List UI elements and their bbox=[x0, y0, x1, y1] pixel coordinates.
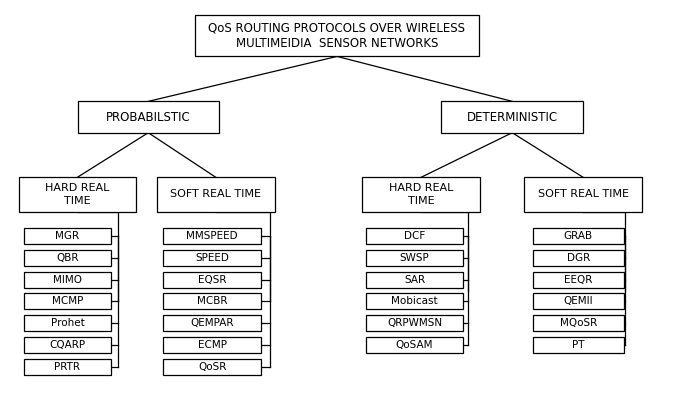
Text: PROBABILSTIC: PROBABILSTIC bbox=[106, 110, 191, 124]
Text: Prohet: Prohet bbox=[51, 318, 84, 328]
FancyBboxPatch shape bbox=[24, 337, 111, 353]
FancyBboxPatch shape bbox=[363, 177, 480, 212]
Text: CQARP: CQARP bbox=[49, 340, 86, 350]
Text: SOFT REAL TIME: SOFT REAL TIME bbox=[170, 189, 262, 199]
FancyBboxPatch shape bbox=[157, 177, 275, 212]
FancyBboxPatch shape bbox=[365, 250, 464, 266]
Text: QoSAM: QoSAM bbox=[396, 340, 433, 350]
Text: GRAB: GRAB bbox=[563, 231, 593, 241]
Text: ECMP: ECMP bbox=[197, 340, 227, 350]
FancyBboxPatch shape bbox=[365, 293, 464, 309]
Text: MCMP: MCMP bbox=[52, 296, 83, 306]
FancyBboxPatch shape bbox=[365, 228, 464, 244]
FancyBboxPatch shape bbox=[533, 228, 624, 244]
FancyBboxPatch shape bbox=[19, 177, 137, 212]
FancyBboxPatch shape bbox=[441, 102, 583, 133]
Text: MQoSR: MQoSR bbox=[559, 318, 597, 328]
FancyBboxPatch shape bbox=[365, 337, 464, 353]
Text: SWSP: SWSP bbox=[400, 253, 429, 263]
Text: DCF: DCF bbox=[404, 231, 425, 241]
FancyBboxPatch shape bbox=[163, 228, 261, 244]
FancyBboxPatch shape bbox=[533, 293, 624, 309]
Text: QBR: QBR bbox=[56, 253, 79, 263]
Text: PRTR: PRTR bbox=[55, 362, 80, 372]
FancyBboxPatch shape bbox=[163, 359, 261, 375]
FancyBboxPatch shape bbox=[78, 102, 219, 133]
Text: HARD REAL
TIME: HARD REAL TIME bbox=[45, 183, 110, 206]
Text: DETERMINISTIC: DETERMINISTIC bbox=[466, 110, 558, 124]
Text: SPEED: SPEED bbox=[195, 253, 229, 263]
FancyBboxPatch shape bbox=[24, 228, 111, 244]
Text: QRPWMSN: QRPWMSN bbox=[387, 318, 442, 328]
FancyBboxPatch shape bbox=[533, 315, 624, 331]
Text: MGR: MGR bbox=[55, 231, 80, 241]
Text: QEMII: QEMII bbox=[563, 296, 593, 306]
FancyBboxPatch shape bbox=[524, 177, 642, 212]
FancyBboxPatch shape bbox=[24, 359, 111, 375]
Text: PT: PT bbox=[572, 340, 584, 350]
Text: SAR: SAR bbox=[404, 275, 425, 285]
Text: MCBR: MCBR bbox=[197, 296, 228, 306]
Text: HARD REAL
TIME: HARD REAL TIME bbox=[389, 183, 454, 206]
Text: QoS ROUTING PROTOCOLS OVER WIRELESS
MULTIMEIDIA  SENSOR NETWORKS: QoS ROUTING PROTOCOLS OVER WIRELESS MULT… bbox=[208, 21, 466, 50]
Text: DGR: DGR bbox=[567, 253, 590, 263]
FancyBboxPatch shape bbox=[24, 250, 111, 266]
FancyBboxPatch shape bbox=[163, 250, 261, 266]
FancyBboxPatch shape bbox=[195, 15, 479, 56]
FancyBboxPatch shape bbox=[163, 293, 261, 309]
FancyBboxPatch shape bbox=[163, 272, 261, 288]
FancyBboxPatch shape bbox=[24, 315, 111, 331]
FancyBboxPatch shape bbox=[163, 315, 261, 331]
Text: EEQR: EEQR bbox=[564, 275, 592, 285]
FancyBboxPatch shape bbox=[163, 337, 261, 353]
FancyBboxPatch shape bbox=[365, 315, 464, 331]
Text: QEMPAR: QEMPAR bbox=[191, 318, 234, 328]
Text: SOFT REAL TIME: SOFT REAL TIME bbox=[537, 189, 629, 199]
FancyBboxPatch shape bbox=[533, 337, 624, 353]
Text: Mobicast: Mobicast bbox=[391, 296, 438, 306]
FancyBboxPatch shape bbox=[533, 250, 624, 266]
Text: MMSPEED: MMSPEED bbox=[187, 231, 238, 241]
FancyBboxPatch shape bbox=[365, 272, 464, 288]
FancyBboxPatch shape bbox=[24, 272, 111, 288]
FancyBboxPatch shape bbox=[533, 272, 624, 288]
FancyBboxPatch shape bbox=[24, 293, 111, 309]
Text: EQSR: EQSR bbox=[198, 275, 226, 285]
Text: MIMO: MIMO bbox=[53, 275, 82, 285]
Text: QoSR: QoSR bbox=[198, 362, 226, 372]
